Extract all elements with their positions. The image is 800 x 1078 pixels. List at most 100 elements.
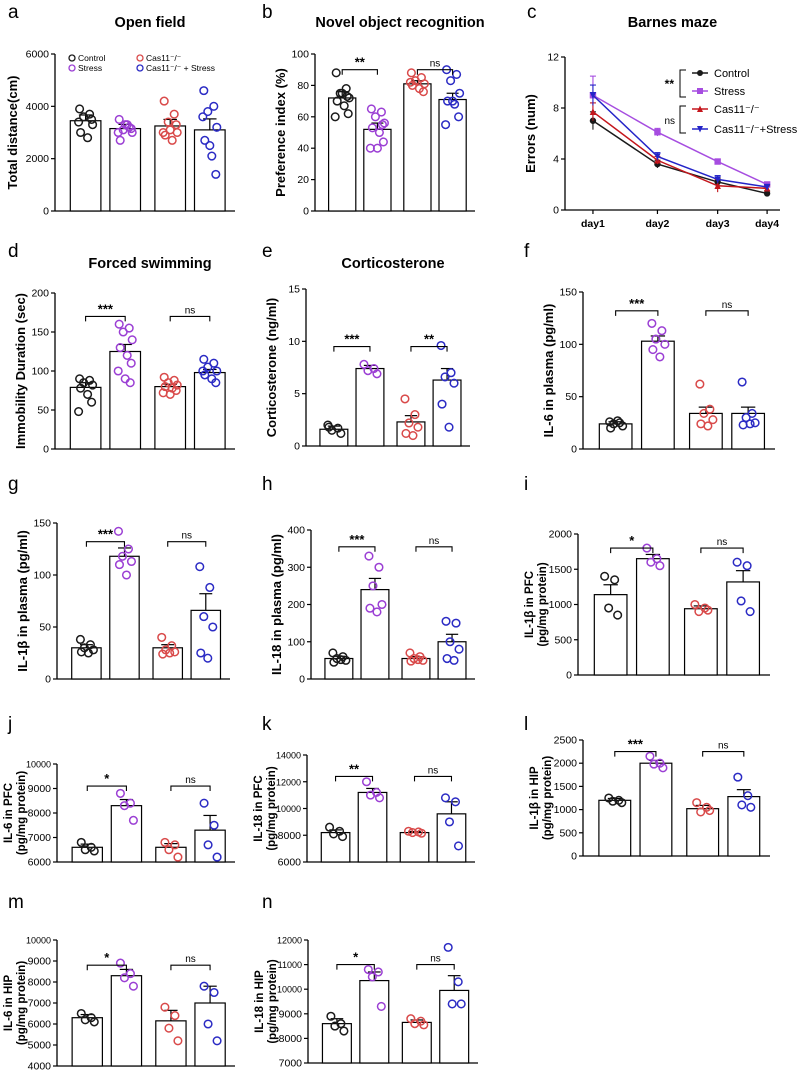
y-axis-label: (pg/mg protein) [542, 756, 554, 840]
y-axis-label: IL-6 in HIP [3, 975, 15, 1032]
data-point [341, 655, 351, 665]
significance-bracket [335, 775, 374, 782]
panel-m: m 4000 5000 6000 7000 8000 9000 10000 IL-6 in HI… [3, 892, 235, 1073]
y-tick-label: 100 [33, 570, 51, 582]
data-point [115, 958, 125, 968]
data-point [745, 607, 755, 617]
y-tick-label: 2000 [554, 758, 578, 770]
data-point [125, 378, 135, 388]
significance-label: ns [185, 775, 196, 786]
x-tick-label: day1 [581, 218, 605, 230]
significance-bracket [170, 964, 211, 971]
data-point [372, 607, 382, 617]
data-point [165, 389, 175, 399]
significance-bracket [416, 69, 454, 75]
y-tick-label: 7000 [28, 998, 52, 1010]
data-point [329, 829, 339, 839]
data-point [80, 1015, 90, 1025]
y-tick-label: 2500 [554, 735, 578, 747]
data-point [441, 120, 451, 130]
data-point [608, 796, 618, 806]
data-point [604, 603, 614, 613]
significance-label: ** [355, 55, 366, 70]
panel-title: Corticosterone [341, 256, 444, 272]
data-point [342, 91, 352, 101]
data-point [742, 561, 752, 571]
legend-label: Control [78, 53, 106, 63]
data-point [374, 127, 384, 138]
y-axis-label: IL-18 in HIP [254, 970, 266, 1033]
data-point [410, 1019, 420, 1029]
significance-label: ns [428, 765, 439, 776]
significance-bracket [341, 69, 378, 75]
data-point [115, 343, 125, 353]
y-tick-label: 100 [287, 636, 305, 648]
panel-title: Forced swimming [88, 256, 211, 272]
bar-2 [359, 979, 390, 1064]
data-point [370, 112, 380, 122]
bar-3 [403, 83, 432, 212]
significance-bracket [679, 105, 686, 134]
data-point [446, 76, 456, 86]
legend: Control Stress Cas11⁻/⁻ Cas11⁻/⁻+Stress [692, 68, 798, 136]
significance-bracket [170, 785, 211, 792]
data-point [198, 366, 208, 376]
data-point [454, 112, 464, 122]
data-point [440, 372, 450, 382]
data-point [76, 383, 86, 393]
data-point [743, 791, 753, 801]
bar-4 [432, 379, 462, 447]
panel-letter: k [262, 714, 272, 735]
y-tick-label: 9000 [28, 783, 52, 795]
bar-3 [399, 831, 430, 863]
data-point [413, 655, 423, 665]
data-point [359, 359, 369, 369]
y-tick-label: 0 [43, 206, 49, 218]
y-tick-label: 500 [559, 827, 577, 839]
panel-letter: i [524, 474, 528, 495]
data-point [199, 354, 209, 364]
y-tick-label: 50 [565, 391, 577, 403]
legend-label: Cas11⁻/⁻ + Stress [146, 63, 215, 73]
y-tick-label: 12000 [277, 936, 302, 946]
data-point [89, 1017, 99, 1027]
significance-bracket [169, 315, 211, 322]
significance-bracket [679, 69, 686, 98]
data-point [207, 151, 217, 161]
data-point [83, 389, 93, 399]
data-point [199, 981, 209, 991]
significance-bracket [167, 541, 207, 547]
y-axis-label: IL-18 in PFC [253, 775, 265, 841]
y-tick-label: 8 [553, 103, 559, 115]
legend-marker [68, 54, 76, 62]
y-tick-label: 40 [297, 143, 309, 155]
data-point [646, 557, 656, 567]
panel-b: b Novel object recognition 0 20 40 60 80 100Pre… [262, 2, 485, 218]
data-point [418, 655, 428, 665]
data-point [454, 644, 464, 654]
data-point [336, 428, 346, 438]
data-point [690, 599, 700, 610]
bar-4 [436, 813, 467, 863]
data-point [126, 556, 137, 567]
y-tick-label: 4000 [26, 101, 50, 113]
y-tick-label: 12000 [276, 777, 301, 787]
data-point [117, 551, 128, 561]
bar-3 [154, 386, 187, 450]
legend-marker [136, 54, 144, 62]
panel-letter: h [262, 474, 273, 495]
data-point [128, 981, 138, 991]
panel-e: e Corticosterone 0 5 10 15 Corticosterone (ng/… [262, 241, 470, 453]
data-point [195, 562, 205, 572]
data-point [159, 96, 169, 106]
data-marker [654, 129, 661, 136]
data-point [338, 832, 348, 842]
data-point [169, 109, 179, 119]
data-point [705, 805, 715, 816]
data-point [74, 117, 84, 127]
data-marker [697, 105, 703, 112]
data-point [80, 845, 90, 855]
data-point [170, 840, 180, 850]
data-point [87, 114, 97, 124]
